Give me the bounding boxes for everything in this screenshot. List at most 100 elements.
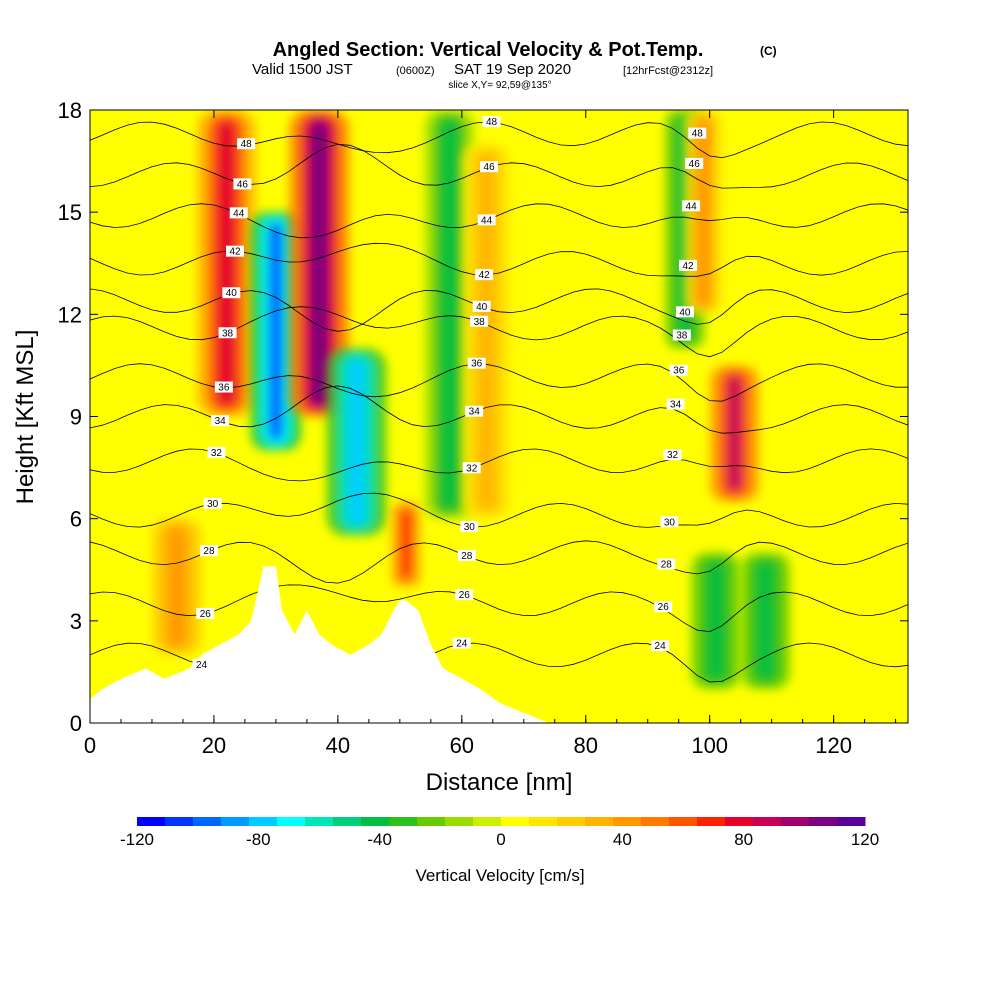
colorbar-tick-label: -40 (367, 830, 392, 849)
velocity-plume (251, 212, 301, 451)
contour-label-bg (207, 446, 226, 458)
contour-label: 28 (661, 559, 673, 570)
subtitle-utc: (0600Z) (396, 65, 435, 77)
colorbar-swatch (613, 817, 642, 826)
colorbar-tick-label: -80 (246, 830, 271, 849)
contour-label: 40 (476, 302, 488, 313)
theta-contour-labels: 24 24 24 26 26 26 28 28 28 30 30 30 32 32 32 34 34 34 36 36… (192, 116, 707, 671)
velocity-plume (196, 110, 257, 417)
contour-label: 46 (689, 159, 701, 170)
contour-label: 40 (679, 307, 691, 318)
contour-label: 28 (203, 546, 215, 557)
contour-label: 26 (200, 609, 212, 620)
contour-label-bg (233, 178, 252, 190)
theta-contour (90, 584, 908, 633)
contour-label: 44 (233, 208, 245, 219)
colorbar-swatch (697, 817, 726, 826)
contour-label-bg (455, 589, 474, 601)
contour-label-bg (654, 601, 673, 613)
theta-contour (90, 492, 908, 528)
contour-label: 34 (670, 400, 682, 411)
contour-label: 42 (479, 270, 491, 281)
contour-label-bg (688, 127, 707, 139)
velocity-plume (709, 365, 760, 502)
contour-label: 32 (211, 448, 223, 459)
chart-title-units: (C) (760, 44, 777, 58)
contour-label-bg (211, 415, 230, 427)
colorbar-tick-label: -120 (120, 830, 154, 849)
contour-label-bg (465, 405, 484, 417)
y-tick-label: 9 (70, 405, 82, 430)
contour-label: 48 (692, 129, 704, 140)
subtitle-date: SAT 19 Sep 2020 (454, 61, 571, 78)
slice-label: slice X,Y= 92,59@135° (448, 80, 551, 91)
colorbar-swatch (165, 817, 194, 826)
contour-label: 38 (474, 317, 486, 328)
y-axis-label: Height [Kft MSL] (12, 330, 39, 505)
contour-label: 24 (655, 641, 667, 652)
contour-label-bg (477, 214, 496, 226)
contour-label: 42 (682, 261, 694, 272)
colorbar-swatch (305, 817, 334, 826)
contour-label-bg (669, 364, 688, 376)
contour-label: 38 (222, 328, 234, 339)
x-tick-label: 120 (815, 733, 852, 758)
velocity-plume (151, 518, 202, 655)
colorbar-swatch (725, 817, 754, 826)
colorbar-swatch (557, 817, 586, 826)
colorbar-swatch (837, 817, 866, 826)
contour-label-bg (452, 637, 471, 649)
contour-label-bg (672, 329, 691, 341)
colorbar-swatch (473, 817, 502, 826)
velocity-plume (326, 348, 387, 536)
contour-label-bg (226, 245, 245, 257)
theta-contour (90, 448, 908, 482)
velocity-plume (740, 552, 791, 689)
contour-label: 26 (658, 602, 670, 613)
contour-label-bg (229, 207, 248, 219)
contour-label: 32 (466, 463, 478, 474)
theta-contour (90, 143, 908, 189)
y-tick-label: 18 (58, 98, 82, 123)
colorbar-swatch (501, 817, 530, 826)
contour-label-bg (460, 520, 479, 532)
contour-label-bg (470, 315, 489, 327)
contour-label-bg (651, 640, 670, 652)
contour-label-bg (480, 161, 499, 173)
colorbar-swatch (669, 817, 698, 826)
subtitle-forecast: [12hrFcst@2312z] (623, 65, 713, 77)
colorbar-swatch (193, 817, 222, 826)
contour-label: 32 (667, 450, 679, 461)
colorbar-swatch (641, 817, 670, 826)
colorbar-tick-label: 80 (734, 830, 753, 849)
x-tick-label: 80 (574, 733, 598, 758)
x-tick-label: 60 (450, 733, 474, 758)
theta-contour (90, 203, 908, 239)
colorbar-swatch (249, 817, 278, 826)
contour-label-bg (222, 287, 241, 299)
colorbar-swatch (781, 817, 810, 826)
contour-label-bg (682, 200, 701, 212)
colorbar-tick-label: 0 (496, 830, 505, 849)
contour-label-bg (199, 545, 218, 557)
x-tick-label: 40 (326, 733, 350, 758)
contour-label: 26 (459, 590, 471, 601)
contour-label: 48 (241, 139, 253, 150)
colorbar-swatch (585, 817, 614, 826)
contour-label-bg (660, 516, 679, 528)
contour-label-bg (192, 658, 211, 670)
y-tick-label: 12 (58, 302, 82, 327)
colorbar-swatch (137, 817, 166, 826)
subtitle-valid: Valid 1500 JST (252, 61, 353, 78)
contour-label-bg (214, 381, 233, 393)
velocity-plume (289, 110, 350, 417)
colorbar (137, 817, 866, 826)
colorbar-tick-label: 40 (613, 830, 632, 849)
x-axis: 0 20 40 60 80 100 120 (84, 110, 897, 758)
x-tick-label: 0 (84, 733, 96, 758)
contour-label: 24 (456, 639, 468, 650)
contour-label: 44 (481, 215, 493, 226)
contour-label: 48 (486, 117, 498, 128)
colorbar-swatch (445, 817, 474, 826)
contour-label: 28 (461, 551, 473, 562)
